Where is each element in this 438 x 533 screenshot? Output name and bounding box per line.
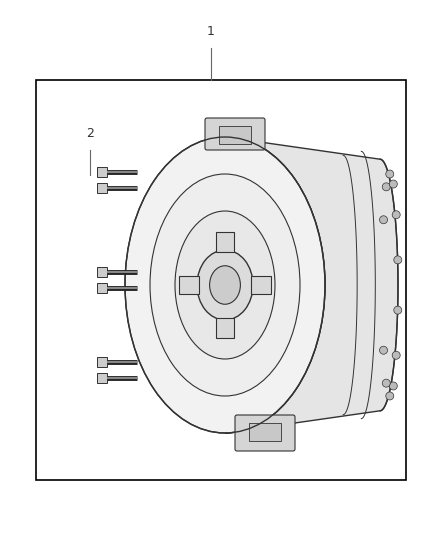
Circle shape (380, 216, 388, 224)
Bar (216, 318, 234, 338)
Circle shape (389, 382, 397, 390)
Bar (249, 423, 281, 441)
Bar (97, 183, 107, 193)
Bar (216, 232, 234, 252)
Bar (97, 357, 107, 367)
Ellipse shape (210, 266, 240, 304)
Circle shape (394, 256, 402, 264)
Bar (36, 80, 406, 480)
Ellipse shape (125, 137, 325, 433)
Circle shape (394, 306, 402, 314)
Circle shape (380, 346, 388, 354)
Ellipse shape (197, 250, 253, 320)
Bar (97, 373, 107, 383)
Circle shape (389, 180, 397, 188)
Circle shape (382, 183, 390, 191)
Bar (97, 267, 107, 277)
Ellipse shape (175, 211, 275, 359)
Circle shape (392, 211, 400, 219)
Bar (97, 283, 107, 293)
Bar (219, 126, 251, 144)
Text: 1: 1 (207, 25, 215, 38)
Circle shape (382, 379, 390, 387)
Circle shape (392, 351, 400, 359)
Polygon shape (225, 137, 398, 433)
FancyBboxPatch shape (235, 415, 295, 451)
Circle shape (386, 170, 394, 178)
FancyBboxPatch shape (205, 118, 265, 150)
Bar (97, 167, 107, 177)
Text: 2: 2 (86, 127, 94, 140)
Bar (251, 276, 271, 294)
Circle shape (386, 392, 394, 400)
Ellipse shape (150, 174, 300, 396)
Bar (179, 276, 199, 294)
